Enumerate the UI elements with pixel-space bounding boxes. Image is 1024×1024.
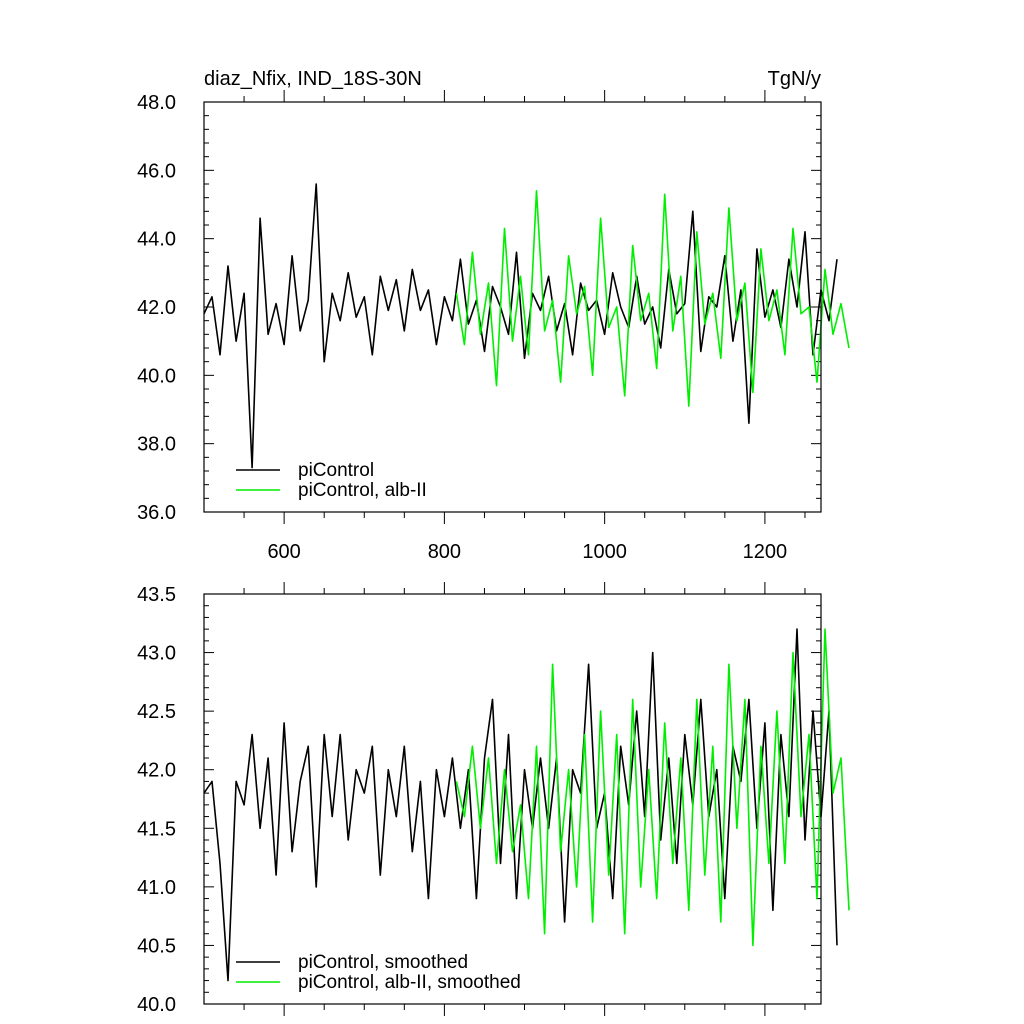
top-ytick-label: 42.0: [137, 297, 176, 319]
bottom-ytick-label: 43.0: [137, 643, 176, 665]
top-xtick-label: 1200: [743, 541, 788, 563]
top-legend-label-alb: piControl, alb-II: [298, 480, 427, 501]
top-chart-title: diaz_Nfix, IND_18S-30N: [204, 68, 422, 90]
top-legend-label-picontrol: piControl: [298, 460, 374, 481]
bottom-legend-label-picontrol: piControl, smoothed: [298, 952, 468, 973]
top-ytick-label: 40.0: [137, 365, 176, 387]
bottom-plot-frame: [203, 593, 822, 1005]
top-series-group: [203, 183, 850, 469]
top-series-line-picontrol: [203, 183, 838, 469]
top-series-line-alb-ii: [455, 190, 850, 407]
top-xtick-label: 800: [428, 541, 461, 563]
top-y-axis: 36.0 38.0 40.0 42.0 44.0 46.0 48.0: [137, 92, 821, 524]
bottom-series-line-picontrol: [203, 628, 838, 982]
bottom-legend-label-alb: piControl, alb-II, smoothed: [298, 972, 521, 993]
top-x-axis: 600 800 1000 1200: [243, 90, 806, 563]
bottom-series-line-alb-ii: [455, 628, 850, 947]
top-ytick-label: 38.0: [137, 434, 176, 456]
bottom-ytick-label: 40.0: [137, 994, 176, 1016]
top-ytick-label: 48.0: [137, 92, 176, 114]
top-xtick-label: 600: [267, 541, 300, 563]
top-ytick-label: 44.0: [137, 229, 176, 251]
top-plot-frame: [203, 101, 822, 513]
bottom-ytick-label: 42.5: [137, 701, 176, 723]
bottom-ytick-label: 40.5: [137, 935, 176, 957]
bottom-y-axis: 40.0 40.5 41.0 41.5 42.0 42.5 43.0 43.5: [137, 584, 821, 1016]
top-ytick-label: 46.0: [137, 160, 176, 182]
bottom-panel: 40.0 40.5 41.0 41.5 42.0 42.5 43.0 43.5 piContr…: [137, 582, 850, 1016]
bottom-x-axis: [243, 582, 806, 1016]
bottom-ytick-label: 41.0: [137, 877, 176, 899]
top-xtick-label: 1000: [582, 541, 627, 563]
top-legend: piControl piControl, alb-II: [236, 460, 427, 501]
top-ytick-label: 36.0: [137, 502, 176, 524]
bottom-legend: piControl, smoothed piControl, alb-II, s…: [236, 952, 521, 993]
bottom-series-group: [203, 628, 850, 982]
top-panel: diaz_Nfix, IND_18S-30N TgN/y 36.0 38.0 40.…: [137, 68, 850, 563]
bottom-ytick-label: 42.0: [137, 760, 176, 782]
bottom-ytick-label: 41.5: [137, 818, 176, 840]
top-chart-units: TgN/y: [768, 68, 821, 90]
bottom-ytick-label: 43.5: [137, 584, 176, 606]
